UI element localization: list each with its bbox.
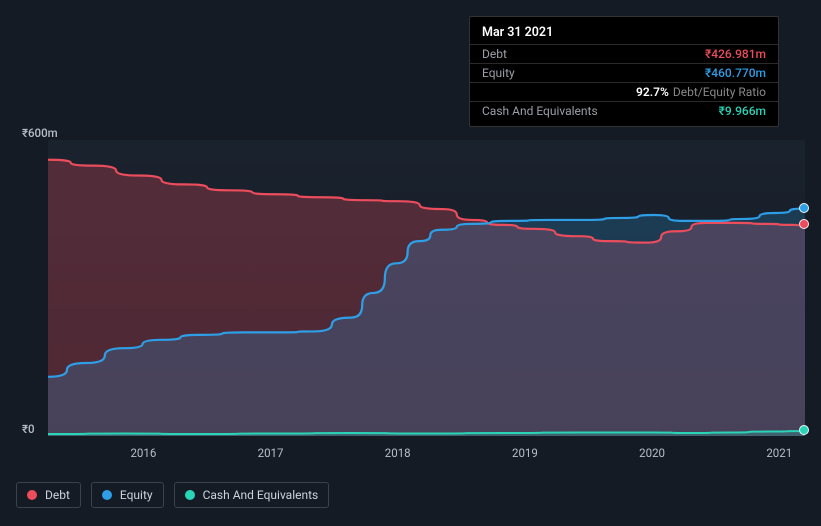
legend-item-label: Equity: [120, 488, 153, 502]
tooltip-row-value: ₹426.981m: [705, 47, 766, 61]
legend-marker-icon: [27, 490, 37, 500]
x-axis-label: 2020: [639, 446, 665, 460]
y-axis-label: ₹0: [22, 422, 35, 436]
tooltip-row: 92.7%Debt/Equity Ratio: [470, 82, 778, 101]
legend-item[interactable]: Debt: [16, 482, 81, 508]
tooltip-row-label: Equity: [482, 66, 515, 80]
legend-marker-icon: [185, 490, 195, 500]
legend-marker-icon: [102, 490, 112, 500]
legend-item-label: Cash And Equivalents: [203, 488, 319, 502]
chart-svg: [48, 140, 805, 436]
y-axis-label: ₹600m: [22, 126, 58, 140]
series-end-marker: [799, 203, 809, 213]
tooltip-row: Cash And Equivalents ₹9.966m: [470, 101, 778, 120]
legend-item-label: Debt: [45, 488, 70, 502]
tooltip-row-value: 92.7%Debt/Equity Ratio: [636, 85, 766, 99]
x-axis-label: 2019: [512, 446, 538, 460]
chart-container: ₹600m ₹0 2016 2017 2018 2019 2020 2021: [16, 120, 805, 480]
tooltip-row-label: Cash And Equivalents: [482, 104, 598, 118]
legend: Debt Equity Cash And Equivalents: [16, 482, 329, 508]
x-axis-label: 2021: [766, 446, 792, 460]
legend-item[interactable]: Cash And Equivalents: [174, 482, 330, 508]
chart-plot-area[interactable]: [48, 140, 805, 436]
tooltip-row-value: ₹9.966m: [719, 104, 766, 118]
series-end-marker: [799, 425, 809, 435]
data-tooltip: Mar 31 2021 Debt ₹426.981m Equity ₹460.770m…: [469, 16, 779, 127]
x-axis-label: 2016: [130, 446, 156, 460]
tooltip-row: Equity ₹460.770m: [470, 63, 778, 82]
tooltip-row-label: Debt: [482, 47, 507, 61]
tooltip-row: Debt ₹426.981m: [470, 44, 778, 63]
legend-item[interactable]: Equity: [91, 482, 164, 508]
series-end-marker: [799, 219, 809, 229]
x-axis-label: 2018: [385, 446, 411, 460]
x-axis-label: 2017: [258, 446, 284, 460]
tooltip-date: Mar 31 2021: [470, 23, 778, 44]
tooltip-row-value: ₹460.770m: [705, 66, 766, 80]
